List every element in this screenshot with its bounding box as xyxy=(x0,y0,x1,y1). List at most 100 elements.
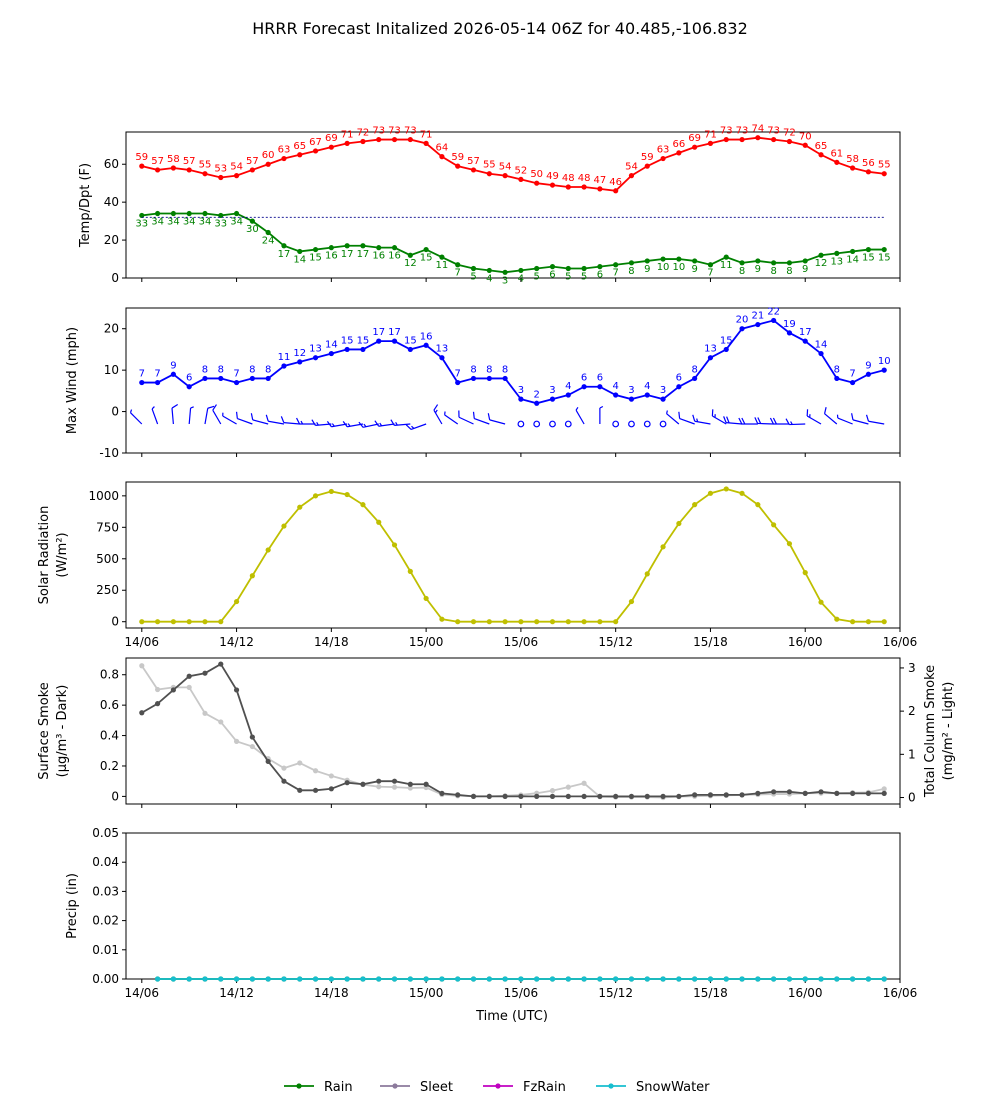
data-point xyxy=(265,375,271,382)
x-tick-label: 15/12 xyxy=(598,986,633,1000)
data-point xyxy=(549,396,556,402)
data-label: 8 xyxy=(739,266,745,277)
axes-frame xyxy=(125,481,901,629)
wind-barb-flag xyxy=(772,417,777,425)
data-label: 59 xyxy=(451,152,464,163)
wind-barb-staff xyxy=(252,419,269,425)
data-label: 6 xyxy=(186,373,192,384)
wind-barb xyxy=(806,409,822,425)
data-label: 17 xyxy=(357,249,370,260)
data-label: 8 xyxy=(770,266,776,277)
wind-barb-flag xyxy=(754,417,759,424)
data-point xyxy=(692,502,698,508)
y-tick-label: 0.4 xyxy=(100,729,119,743)
data-point xyxy=(692,375,698,382)
data-point xyxy=(139,663,145,669)
data-point xyxy=(297,359,303,365)
data-label: 33 xyxy=(214,218,227,229)
data-point xyxy=(202,210,208,217)
data-point xyxy=(423,781,429,787)
data-point xyxy=(707,976,714,982)
data-point xyxy=(755,502,761,508)
wind-barb xyxy=(723,416,743,425)
data-point xyxy=(660,544,666,550)
data-point xyxy=(376,136,382,143)
data-label: 46 xyxy=(609,177,622,188)
data-point xyxy=(218,719,224,725)
data-point xyxy=(439,254,445,260)
data-point xyxy=(534,793,540,799)
data-label: 53 xyxy=(214,164,227,175)
wind-barb-staff xyxy=(204,408,209,425)
data-point xyxy=(218,619,224,625)
data-label: 21 xyxy=(751,311,764,322)
x-tick-label: 14/12 xyxy=(219,635,254,649)
data-label: 67 xyxy=(309,137,322,148)
data-label: 73 xyxy=(736,126,749,137)
data-point xyxy=(170,976,176,982)
data-point xyxy=(755,790,761,796)
data-point xyxy=(391,136,398,143)
data-point xyxy=(344,140,350,146)
data-point xyxy=(423,342,429,348)
data-point xyxy=(233,173,240,179)
data-point xyxy=(518,793,524,799)
data-point xyxy=(613,793,619,799)
data-point xyxy=(534,619,540,625)
data-label: 13 xyxy=(830,256,843,267)
y-tick-label: 0.03 xyxy=(92,884,119,898)
data-point xyxy=(581,619,587,625)
data-point xyxy=(407,568,413,574)
data-label: 17 xyxy=(278,249,291,260)
data-label: 22 xyxy=(767,306,780,317)
data-point xyxy=(328,773,334,779)
data-point xyxy=(628,260,635,266)
data-point xyxy=(202,171,208,177)
wind-barb-staff xyxy=(222,415,237,425)
data-point xyxy=(628,793,635,799)
data-point xyxy=(644,258,650,264)
data-point xyxy=(628,396,635,402)
data-point xyxy=(407,976,413,982)
data-label: 13 xyxy=(704,344,717,355)
data-label: 8 xyxy=(218,364,224,375)
data-point xyxy=(470,375,477,382)
figure-title: HRRR Forecast Initalized 2026-05-14 06Z … xyxy=(252,19,748,38)
data-label: 6 xyxy=(597,270,603,281)
data-point xyxy=(771,522,777,528)
wind-barb-half-flag xyxy=(836,414,839,419)
x-tick-label: 15/06 xyxy=(504,635,539,649)
y-tick-label: 0 xyxy=(111,271,119,285)
wind-barb xyxy=(296,417,316,425)
wind-barb-flag xyxy=(678,411,681,419)
y-right-tick-label: 2 xyxy=(908,704,916,718)
wind-barb-flag xyxy=(769,417,774,425)
data-label: 17 xyxy=(372,327,385,338)
data-point xyxy=(707,140,714,146)
wind-barb-staff xyxy=(151,408,159,425)
data-point xyxy=(534,400,540,406)
data-label: 9 xyxy=(802,264,808,275)
data-point xyxy=(486,171,492,177)
data-point xyxy=(865,169,872,175)
wind-barb-flag xyxy=(374,420,380,427)
data-point xyxy=(597,793,603,799)
data-label: 57 xyxy=(246,156,259,167)
series-line-0 xyxy=(141,665,885,799)
data-point xyxy=(281,976,287,982)
data-label: 3 xyxy=(660,385,666,396)
data-label: 11 xyxy=(720,260,733,271)
wind-barb-half-flag xyxy=(190,406,194,409)
data-point xyxy=(139,619,145,625)
data-point xyxy=(281,155,287,162)
wind-barb xyxy=(487,413,506,425)
data-point xyxy=(723,792,729,798)
x-tick-label: 15/18 xyxy=(693,635,728,649)
data-point xyxy=(660,793,666,799)
data-point xyxy=(439,154,445,160)
data-label: 15 xyxy=(720,335,733,346)
data-label: 7 xyxy=(707,268,713,279)
wind-barb xyxy=(204,405,215,425)
data-point xyxy=(170,687,176,693)
wind-barb-flag xyxy=(311,419,316,426)
